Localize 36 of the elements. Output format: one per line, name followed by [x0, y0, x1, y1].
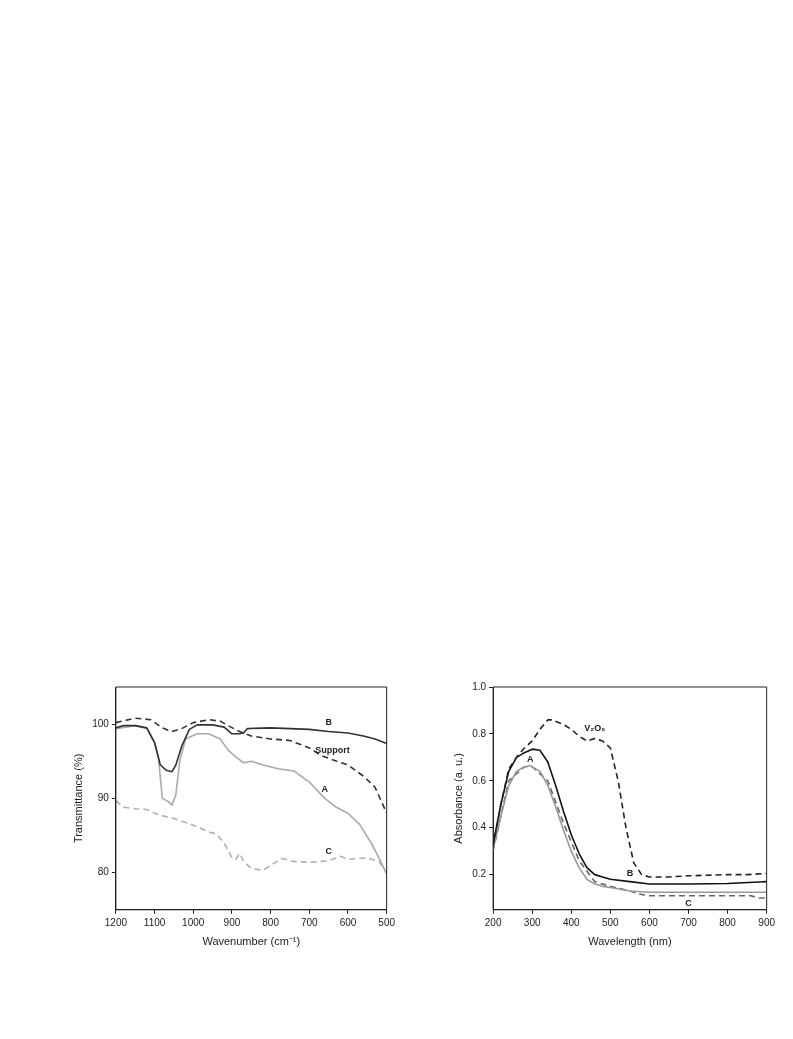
- x-tick-label: 800: [262, 916, 280, 928]
- x-tick-label: 1000: [182, 916, 205, 928]
- series-label: B: [325, 717, 333, 728]
- y-tick-label: 90: [97, 792, 110, 804]
- series-label: V₂O₅: [584, 723, 606, 734]
- series-label: A: [321, 783, 329, 794]
- series-label: C: [685, 898, 693, 909]
- series-label: Support: [315, 745, 350, 756]
- y-tick-label: 100: [92, 717, 110, 729]
- x-tick-label: 900: [223, 916, 241, 928]
- x-tick-label: 1200: [104, 916, 128, 928]
- x-tick-label: 800: [719, 916, 737, 928]
- x-tick-label: 400: [562, 916, 581, 928]
- x-axis-title: Wavenumber (cm⁻¹): [202, 935, 301, 948]
- y-tick-label: 0.2: [472, 868, 487, 880]
- y-tick-label: 0.6: [472, 774, 487, 786]
- x-tick-label: 500: [602, 916, 620, 928]
- x-tick-label: 1100: [143, 916, 166, 928]
- x-tick-label: 200: [484, 916, 502, 928]
- x-tick-label: 700: [680, 916, 698, 928]
- y-tick-label: 0.8: [472, 727, 487, 739]
- x-tick-label: 700: [300, 916, 319, 928]
- y-tick-label: 0.4: [472, 821, 487, 833]
- x-tick-label: 500: [378, 916, 396, 928]
- x-tick-label: 900: [758, 916, 776, 928]
- series-label: B: [626, 868, 634, 879]
- y-axis-title: Transmittance (%): [71, 753, 84, 844]
- x-axis-title: Wavelength (nm): [588, 935, 672, 948]
- y-tick-label: 1.0: [472, 680, 487, 692]
- y-axis-title: Absorbance (a. u.): [451, 753, 464, 844]
- x-tick-label: 300: [523, 916, 541, 928]
- x-tick-label: 600: [339, 916, 357, 928]
- y-tick-label: 80: [97, 866, 110, 878]
- series-label: A: [526, 754, 534, 765]
- series-label: C: [325, 846, 333, 857]
- x-tick-label: 600: [641, 916, 659, 928]
